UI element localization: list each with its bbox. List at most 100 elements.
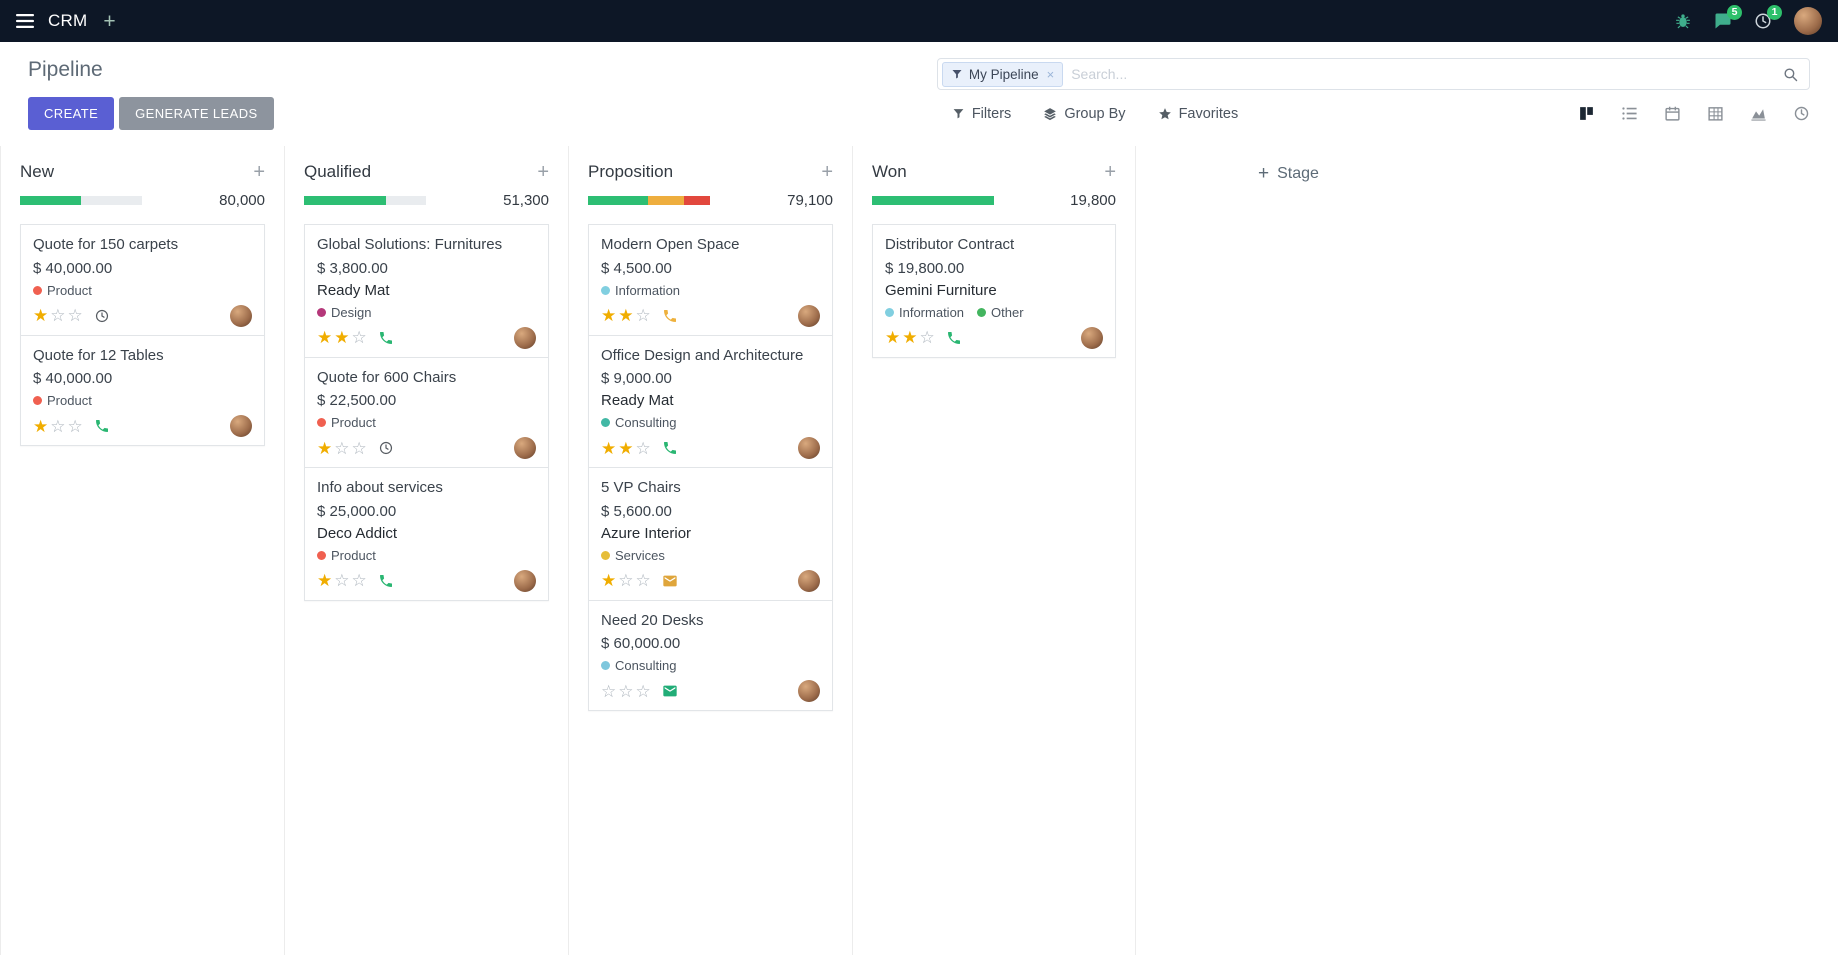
view-calendar-icon[interactable] bbox=[1664, 105, 1681, 122]
kanban-card[interactable]: Info about services $ 25,000.00 Deco Add… bbox=[304, 467, 549, 601]
priority-star[interactable]: ☆ bbox=[635, 438, 651, 458]
progress-segment[interactable] bbox=[647, 196, 685, 205]
progress-segment[interactable] bbox=[684, 196, 710, 205]
priority-star[interactable]: ☆ bbox=[50, 306, 66, 325]
app-name[interactable]: CRM bbox=[48, 11, 88, 30]
salesperson-avatar[interactable] bbox=[230, 415, 252, 437]
column-progressbar[interactable] bbox=[872, 196, 994, 205]
generate-leads-button[interactable]: GENERATE LEADS bbox=[119, 97, 274, 130]
progress-segment[interactable] bbox=[304, 196, 386, 205]
view-activity-icon[interactable] bbox=[1793, 105, 1810, 122]
priority-star[interactable]: ☆ bbox=[334, 571, 350, 590]
topbar-plus-icon[interactable]: + bbox=[103, 9, 116, 33]
bug-icon[interactable] bbox=[1674, 12, 1692, 30]
priority-star[interactable]: ★ bbox=[317, 438, 333, 458]
priority-star[interactable]: ★ bbox=[618, 306, 634, 325]
search-facet[interactable]: My Pipeline × bbox=[941, 61, 1064, 87]
priority-star[interactable]: ☆ bbox=[618, 571, 634, 590]
salesperson-avatar[interactable] bbox=[798, 680, 820, 702]
salesperson-avatar[interactable] bbox=[798, 304, 820, 327]
apps-menu-icon[interactable] bbox=[16, 14, 34, 28]
kanban-card[interactable]: Quote for 12 Tables $ 40,000.00 Product … bbox=[20, 334, 265, 446]
column-progressbar[interactable] bbox=[304, 196, 426, 205]
view-graph-icon[interactable] bbox=[1750, 105, 1767, 122]
messages-icon[interactable]: 5 bbox=[1714, 5, 1742, 30]
search-input[interactable] bbox=[1063, 66, 1782, 82]
column-progressbar[interactable] bbox=[20, 196, 142, 205]
kanban-card[interactable]: Distributor Contract $ 19,800.00 Gemini … bbox=[872, 224, 1116, 358]
kanban-card[interactable]: 5 VP Chairs $ 5,600.00 Azure Interior Se… bbox=[588, 467, 833, 601]
priority-star[interactable]: ☆ bbox=[67, 416, 83, 436]
kanban-card[interactable]: Global Solutions: Furnitures $ 3,800.00 … bbox=[304, 224, 549, 358]
salesperson-avatar[interactable] bbox=[1081, 326, 1103, 349]
group-by-button[interactable]: Group By bbox=[1043, 106, 1126, 122]
priority-star[interactable]: ☆ bbox=[618, 681, 634, 701]
salesperson-avatar[interactable] bbox=[798, 437, 820, 459]
activity-phone-icon[interactable] bbox=[378, 573, 394, 589]
priority-star[interactable]: ☆ bbox=[635, 306, 651, 325]
activity-phone-icon[interactable] bbox=[662, 440, 678, 456]
salesperson-avatar[interactable] bbox=[514, 326, 536, 349]
column-quick-add-icon[interactable]: + bbox=[253, 161, 265, 183]
priority-star[interactable]: ★ bbox=[618, 438, 634, 458]
priority-star[interactable]: ☆ bbox=[67, 306, 83, 325]
activity-phone-icon[interactable] bbox=[946, 330, 962, 346]
search-icon[interactable] bbox=[1782, 66, 1799, 83]
priority-star[interactable]: ★ bbox=[601, 438, 617, 458]
favorites-button[interactable]: Favorites bbox=[1158, 106, 1238, 122]
priority-star[interactable]: ★ bbox=[334, 328, 350, 347]
priority-star[interactable]: ☆ bbox=[919, 328, 935, 347]
kanban-card[interactable]: Office Design and Architecture $ 9,000.0… bbox=[588, 334, 833, 468]
salesperson-avatar[interactable] bbox=[798, 569, 820, 592]
view-kanban-icon[interactable] bbox=[1578, 105, 1595, 122]
activity-phone-icon[interactable] bbox=[94, 418, 110, 434]
priority-star[interactable]: ★ bbox=[317, 328, 333, 347]
activities-clock-icon[interactable]: 1 bbox=[1754, 5, 1782, 30]
filters-button[interactable]: Filters bbox=[952, 106, 1011, 122]
priority-star[interactable]: ★ bbox=[33, 306, 49, 325]
salesperson-avatar[interactable] bbox=[230, 304, 252, 327]
activity-phone-icon[interactable] bbox=[378, 330, 394, 346]
priority-star[interactable]: ☆ bbox=[635, 571, 651, 590]
progress-segment[interactable] bbox=[588, 196, 648, 205]
kanban-card[interactable]: Quote for 600 Chairs $ 22,500.00 Product… bbox=[304, 356, 549, 468]
add-stage-button[interactable]: + Stage bbox=[1258, 164, 1319, 183]
progress-segment[interactable] bbox=[20, 196, 81, 205]
kanban-card[interactable]: Quote for 150 carpets $ 40,000.00 Produc… bbox=[20, 224, 265, 336]
progress-segment[interactable] bbox=[81, 196, 142, 205]
view-list-icon[interactable] bbox=[1621, 105, 1638, 122]
activity-envelope-icon[interactable] bbox=[662, 573, 678, 589]
activity-clock-icon[interactable] bbox=[378, 440, 394, 456]
column-quick-add-icon[interactable]: + bbox=[821, 161, 833, 183]
salesperson-avatar[interactable] bbox=[514, 437, 536, 459]
kanban-card[interactable]: Need 20 Desks $ 60,000.00 Consulting ☆ ☆ ☆ bbox=[588, 599, 833, 711]
priority-star[interactable]: ☆ bbox=[351, 328, 367, 347]
priority-star[interactable]: ★ bbox=[902, 328, 918, 347]
activity-phone-icon[interactable] bbox=[662, 308, 678, 324]
facet-remove-icon[interactable]: × bbox=[1046, 66, 1055, 82]
priority-star[interactable]: ★ bbox=[317, 571, 333, 590]
column-title[interactable]: Qualified bbox=[304, 162, 372, 181]
column-progressbar[interactable] bbox=[588, 196, 710, 205]
column-title[interactable]: New bbox=[20, 162, 55, 181]
priority-star[interactable]: ☆ bbox=[334, 438, 350, 458]
column-quick-add-icon[interactable]: + bbox=[537, 161, 549, 183]
priority-star[interactable]: ★ bbox=[601, 306, 617, 325]
priority-star[interactable]: ☆ bbox=[601, 681, 617, 701]
salesperson-avatar[interactable] bbox=[514, 569, 536, 592]
kanban-card[interactable]: Modern Open Space $ 4,500.00 Information… bbox=[588, 224, 833, 336]
progress-segment[interactable] bbox=[872, 196, 994, 205]
column-title[interactable]: Proposition bbox=[588, 162, 674, 181]
create-button[interactable]: CREATE bbox=[28, 97, 115, 130]
column-quick-add-icon[interactable]: + bbox=[1104, 161, 1116, 183]
priority-star[interactable]: ★ bbox=[601, 571, 617, 590]
priority-star[interactable]: ★ bbox=[33, 416, 49, 436]
activity-envelope-icon[interactable] bbox=[662, 683, 678, 699]
progress-segment[interactable] bbox=[385, 196, 426, 205]
priority-star[interactable]: ★ bbox=[885, 328, 901, 347]
view-pivot-icon[interactable] bbox=[1707, 105, 1724, 122]
search-bar[interactable]: My Pipeline × bbox=[936, 58, 1810, 90]
user-avatar[interactable] bbox=[1794, 7, 1822, 35]
priority-star[interactable]: ☆ bbox=[351, 438, 367, 458]
priority-star[interactable]: ☆ bbox=[351, 571, 367, 590]
